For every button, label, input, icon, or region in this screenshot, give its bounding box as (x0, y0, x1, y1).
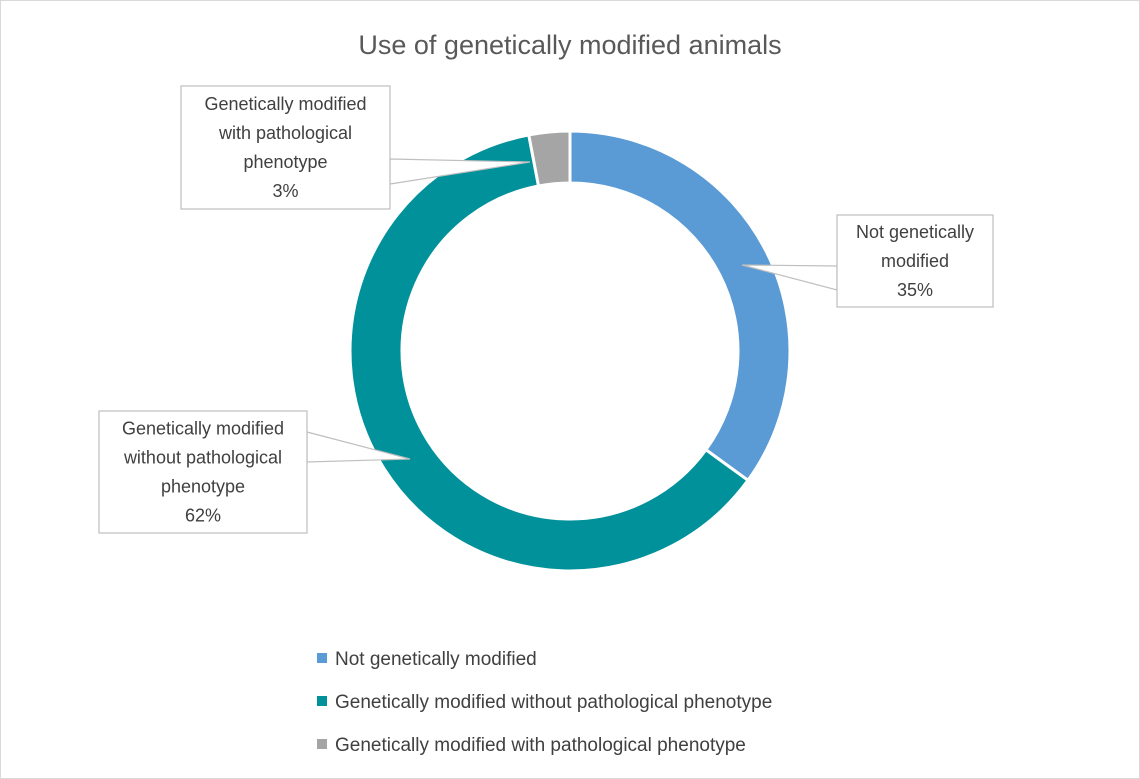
data-label-text: phenotype (161, 477, 245, 497)
data-label-text: Genetically modified (204, 94, 366, 114)
data-label-text: without pathological (123, 448, 282, 468)
legend-item: Genetically modified with pathological p… (317, 735, 746, 756)
data-label-callout: Genetically modified without pathological… (98, 410, 411, 534)
data-label-text: 62% (185, 506, 221, 526)
legend-item: Genetically modified without pathologica… (317, 692, 772, 713)
legend-label: Genetically modified with pathological p… (335, 735, 746, 756)
legend-label: Genetically modified without pathologica… (335, 692, 772, 713)
data-label-text: 35% (897, 280, 933, 300)
donut-slice (568, 129, 792, 483)
chart-title: Use of genetically modified animals (358, 30, 781, 60)
legend-swatch (317, 739, 327, 749)
donut-slice (527, 129, 572, 188)
callout-box (98, 410, 308, 534)
data-label-text: Genetically modified (122, 419, 284, 439)
data-label-text: modified (881, 251, 949, 271)
legend-swatch (317, 653, 327, 663)
data-label-text: Not genetically (856, 222, 974, 242)
callout-box (836, 214, 994, 308)
data-label-callout: Genetically modified with pathological phe… (180, 85, 531, 210)
data-label-text: phenotype (243, 152, 327, 172)
donut-slice (348, 133, 751, 573)
data-label-text: 3% (272, 181, 298, 201)
legend-item: Not genetically modified (317, 649, 537, 670)
legend-label: Not genetically modified (335, 649, 537, 670)
data-label-callout: Not genetically modified 35% (741, 214, 994, 308)
data-label-text: with pathological (218, 123, 352, 143)
legend-swatch (317, 696, 327, 706)
callout-box (180, 85, 391, 210)
